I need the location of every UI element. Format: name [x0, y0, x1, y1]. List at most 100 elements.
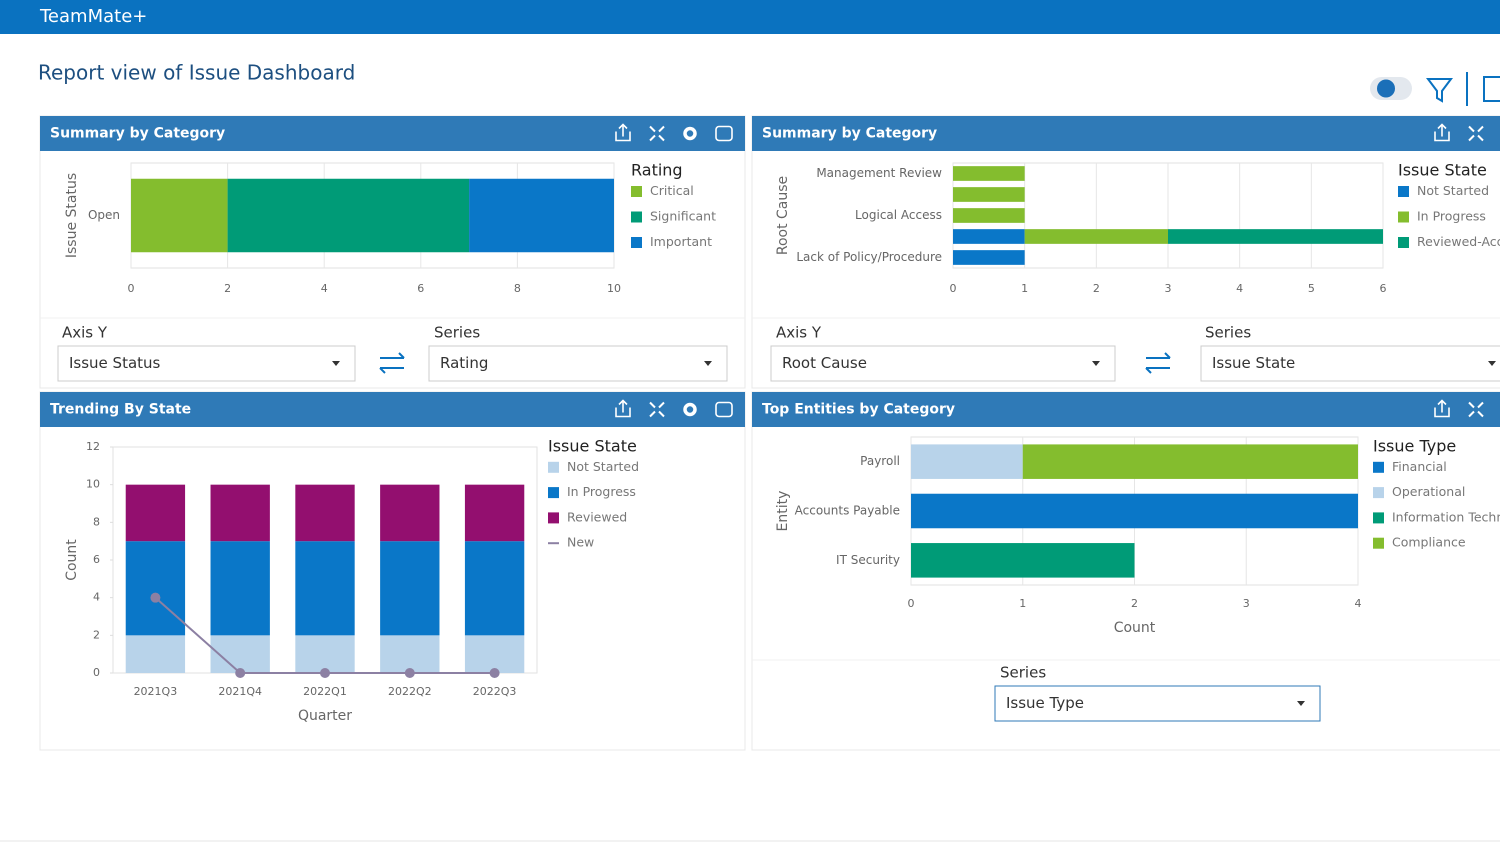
legend-title: Issue Type: [1373, 437, 1456, 456]
x-tick-label: 2021Q4: [218, 685, 262, 698]
data-button[interactable]: [715, 125, 733, 142]
bar-segment: [295, 484, 355, 542]
panel-header: [40, 116, 745, 151]
x-tick-label: 1: [1019, 597, 1026, 610]
toggle[interactable]: [1370, 77, 1412, 100]
export-button[interactable]: [615, 399, 631, 418]
y-tick-label: 4: [93, 591, 100, 604]
line-marker: [150, 592, 161, 603]
y-tick-label: Accounts Payable: [795, 504, 900, 518]
line-marker: [235, 668, 246, 678]
legend-label: Critical: [650, 183, 694, 198]
dropdown-arrow: [1488, 361, 1496, 366]
bar-segment: [295, 635, 355, 673]
line-marker: [404, 668, 415, 678]
line-marker: [489, 668, 500, 678]
export-button[interactable]: [1434, 123, 1450, 142]
control-label: Series: [434, 324, 480, 342]
legend-swatch: [631, 211, 642, 223]
x-axis-label: Count: [1114, 620, 1156, 636]
panel-header: [752, 392, 1500, 427]
dropdown-arrow: [1092, 361, 1100, 366]
app-title: TeamMate+: [39, 6, 147, 27]
y-tick-label: 6: [93, 553, 100, 566]
settings-button[interactable]: [683, 126, 697, 141]
x-tick-label: 3: [1243, 597, 1250, 610]
legend-swatch: [548, 461, 559, 473]
bar-segment: [295, 541, 355, 636]
bar-segment: [911, 543, 1135, 578]
bar-segment: [125, 484, 186, 542]
dropdown-arrow: [1297, 701, 1305, 706]
settings-button[interactable]: [683, 402, 697, 417]
bar-segment: [1022, 444, 1358, 479]
y-axis-label: Count: [64, 539, 80, 581]
legend-swatch: [1373, 461, 1384, 473]
x-tick-label: 0: [950, 282, 957, 295]
select-value: Rating: [440, 354, 488, 372]
x-tick-label: 2022Q3: [473, 685, 517, 698]
x-tick-label: 2022Q1: [303, 685, 347, 698]
legend-swatch: [631, 186, 642, 197]
expand-button[interactable]: [649, 401, 665, 418]
legend-label: In Progress: [1417, 209, 1486, 224]
x-tick-label: 2: [1131, 597, 1138, 610]
legend-swatch: [1373, 487, 1384, 499]
x-tick-label: 4: [321, 282, 328, 295]
legend-title: Issue State: [548, 437, 637, 456]
export-button[interactable]: [1434, 399, 1450, 418]
y-tick-label: 12: [86, 440, 100, 453]
legend-swatch: [1398, 237, 1409, 248]
y-tick-label: Logical Access: [855, 208, 942, 222]
y-tick-label: 2: [93, 628, 100, 641]
select-box[interactable]: [770, 345, 1116, 382]
legend-label: Not Started: [567, 459, 639, 474]
select-box[interactable]: [994, 685, 1321, 722]
legend-label: New: [567, 535, 594, 550]
select-box[interactable]: [428, 345, 728, 382]
swap-button[interactable]: [379, 352, 405, 374]
x-tick-label: 8: [514, 282, 521, 295]
bar-segment: [464, 541, 525, 636]
expand-button[interactable]: [1468, 125, 1484, 142]
bar-segment: [380, 541, 440, 636]
filter-button[interactable]: [1426, 78, 1453, 103]
dropdown-arrow: [332, 361, 340, 366]
bar-segment: [911, 493, 1358, 529]
data-button[interactable]: [715, 401, 733, 418]
control-label: Series: [1205, 324, 1251, 342]
y-tick-label: Open: [88, 208, 120, 222]
save-button[interactable]: [1483, 76, 1500, 102]
x-tick-label: 0: [128, 282, 135, 295]
legend-label: In Progress: [567, 484, 636, 499]
x-tick-label: 2: [224, 282, 231, 295]
legend-label: Reviewed-Acce: [1417, 234, 1500, 249]
expand-button[interactable]: [1468, 401, 1484, 418]
bar-segment: [953, 229, 1025, 244]
expand-button[interactable]: [649, 125, 665, 142]
legend-label: Information Techn: [1392, 509, 1500, 524]
y-tick-label: Management Review: [816, 166, 942, 180]
export-button[interactable]: [615, 123, 631, 142]
y-tick-label: Lack of Policy/Procedure: [796, 250, 942, 264]
panel-title: Top Entities by Category: [762, 402, 955, 418]
bar-segment: [464, 635, 525, 673]
legend-swatch: [548, 487, 559, 499]
legend-swatch: [1373, 537, 1384, 549]
select-box[interactable]: [1200, 345, 1500, 382]
y-tick-label: IT Security: [836, 553, 900, 567]
panel-title: Summary by Category: [762, 126, 937, 142]
bar-segment: [953, 187, 1025, 202]
bar-segment: [911, 444, 1023, 479]
bar-segment: [125, 541, 186, 636]
control-label: Axis Y: [776, 324, 822, 342]
legend-swatch: [1398, 186, 1409, 197]
panel: [751, 115, 1500, 389]
bar-segment: [380, 635, 440, 673]
swap-button[interactable]: [1145, 352, 1171, 374]
bar-segment: [1168, 229, 1383, 244]
select-box[interactable]: [57, 345, 356, 382]
bar-segment: [953, 208, 1025, 223]
line-marker: [320, 668, 330, 678]
